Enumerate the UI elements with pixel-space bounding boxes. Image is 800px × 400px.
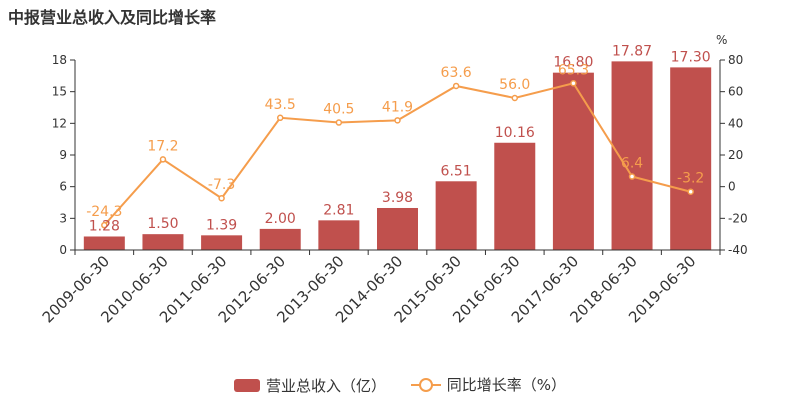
y-right-tick-label: -40 [728,243,748,257]
line-layer [101,80,694,229]
bar-value-label: 1.28 [89,218,120,234]
growth-point-2015-06-30 [452,82,460,90]
y-left-tick-label: 9 [59,148,67,162]
y-right-unit: % [716,33,727,47]
bar-value-label: 3.98 [382,190,413,206]
legend-item-revenue[interactable]: 营业总收入（亿） [233,375,386,396]
bar-2017-06-30 [552,72,594,251]
growth-point-2019-06-30 [687,188,694,195]
y-left-tick-label: 3 [59,211,67,225]
y-left-tick-label: 0 [59,243,67,257]
bar-value-label: 1.39 [206,217,237,233]
growth-point-2012-06-30 [276,114,284,122]
growth-value-label: 65.3 [558,62,589,78]
bar-value-label: 10.16 [495,125,535,141]
y-left-tick-label: 6 [59,180,67,194]
growth-value-label: 41.9 [382,99,413,115]
chart: 0369121518-40-20020406080%2009-06-302010… [39,33,748,326]
y-right-tick-label: -20 [728,211,748,225]
bar-2012-06-30 [259,228,301,250]
legend-item-growth[interactable]: 同比增长率（%） [410,374,567,395]
growth-value-label: 56.0 [499,77,530,93]
y-left-tick-label: 12 [52,116,67,130]
growth-value-label: -7.3 [208,177,235,193]
growth-point-2017-06-30 [570,80,577,87]
y-left-tick-label: 15 [52,85,67,99]
bar-2010-06-30 [142,234,184,250]
bar-2013-06-30 [318,220,360,250]
bar-value-label: 16.80 [553,55,593,71]
bar-2016-06-30 [494,142,536,250]
labels-layer: 1.28 1.50 1.39 2.00 2.81 3.98 6.51 10.16 16.80 17… [86,43,711,234]
growth-point-2013-06-30 [335,119,343,126]
growth-point-2010-06-30 [159,156,167,163]
growth-value-label: -24.3 [86,204,122,220]
growth-point-2016-06-30 [511,94,519,102]
growth-point-2009-06-30 [101,221,108,229]
bar-2015-06-30 [435,181,477,250]
bar-value-label: 6.51 [441,163,472,179]
chart-title: 中报营业总收入及同比增长率 [8,8,217,27]
bar-value-label: 17.30 [671,49,711,65]
growth-value-label: 6.4 [621,156,643,172]
bar-value-label: 1.50 [147,216,178,232]
bar-value-label: 2.81 [323,202,354,218]
growth-value-label: 40.5 [323,102,354,118]
bar-2019-06-30 [670,67,712,250]
bar-2011-06-30 [201,235,243,250]
growth-value-label: 17.2 [147,138,178,154]
y-left-tick-label: 18 [52,53,67,67]
bars-layer [83,61,712,251]
growth-point-2018-06-30 [628,173,636,180]
growth-value-label: -3.2 [677,171,704,187]
legend: 营业总收入（亿） 同比增长率（%） [0,374,800,396]
growth-value-label: 63.6 [441,65,472,81]
bar-value-label: 2.00 [265,211,296,227]
y-right-tick-label: 80 [728,53,743,67]
growth-point-2011-06-30 [218,194,225,202]
y-right-tick-label: 60 [728,85,743,99]
bar-value-label: 17.87 [612,43,652,59]
bar-2009-06-30 [83,236,125,250]
y-right-tick-label: 20 [728,148,743,162]
legend-line-swatch [410,377,441,392]
legend-label-revenue: 营业总收入（亿） [265,376,386,395]
growth-point-2014-06-30 [394,117,401,124]
legend-label-growth: 同比增长率（%） [446,376,567,394]
growth-value-label: 43.5 [265,97,296,113]
legend-bar-swatch [233,378,260,392]
y-right-tick-label: 40 [728,116,743,130]
y-right-tick-label: 0 [728,180,736,194]
bar-2014-06-30 [377,207,418,250]
